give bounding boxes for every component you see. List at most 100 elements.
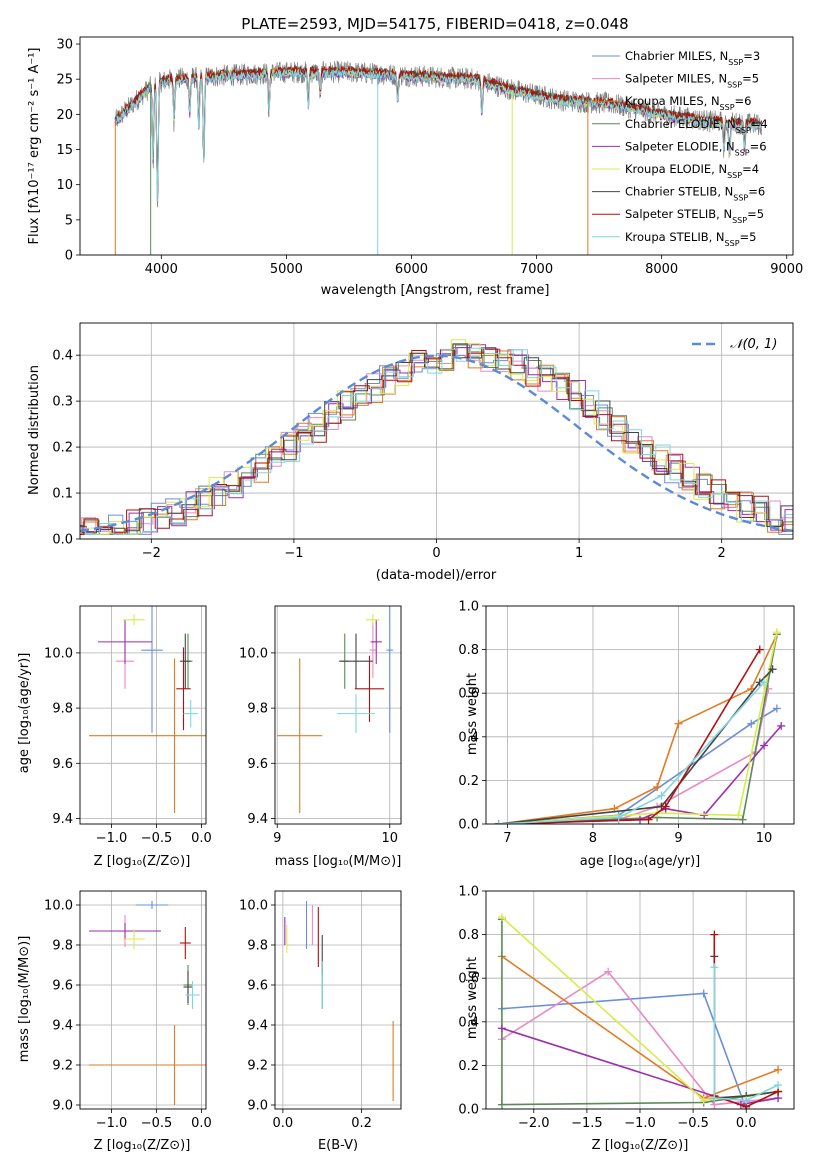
- weight-line: [498, 707, 778, 824]
- age-vs-Z-ytick-label: 9.8: [52, 702, 73, 717]
- legend-count: =4: [751, 117, 768, 131]
- weight-vs-Z-xtick-label: −2.0: [518, 1116, 550, 1131]
- legend-label: Kroupa STELIB, NSSP=5: [625, 230, 756, 248]
- residual-xtick-label: 2: [718, 546, 726, 561]
- legend-label: Salpeter ELODIE, NSSP=6: [625, 139, 767, 157]
- residual-xtick-label: 1: [575, 546, 583, 561]
- mass-vs-Z-ytick-label: 10.0: [44, 899, 73, 914]
- spectrum-panel: 4000 5000 6000 7000 8000 9000 0 5 10 15 20 25 30 Chab…: [56, 36, 803, 277]
- model-line: [115, 65, 762, 202]
- age-vs-Z-xlabel: Z [log₁₀(Z/Z⊙)]: [94, 854, 191, 869]
- legend-subscript: SSP: [727, 171, 742, 180]
- weight-vs-age-ylabel: mass weight: [465, 673, 480, 755]
- residual-frame: [79, 322, 794, 540]
- mass-vs-Z-frame: [79, 890, 207, 1110]
- mass-vs-Z-ytick-label: 9.6: [52, 979, 73, 994]
- model-line: [115, 68, 763, 199]
- legend-count: =4: [742, 162, 759, 176]
- age-vs-mass-points: [277, 606, 394, 813]
- histogram-series: [80, 344, 793, 535]
- weight-line: [713, 967, 779, 1102]
- residual-ytick-label: 0.1: [52, 487, 73, 502]
- residual-ytick-label: 0.2: [52, 441, 73, 456]
- age-vs-Z-ytick-label: 9.6: [52, 757, 73, 772]
- histogram-series: [80, 348, 793, 535]
- weight-vs-age-ytick-label: 1.0: [458, 600, 479, 615]
- residual-xtick-label: 0: [432, 546, 440, 561]
- weight-vs-Z-ytick-label: 0.2: [458, 1059, 479, 1074]
- spectrum-title: PLATE=2593, MJD=54175, FIBERID=0418, z=0…: [241, 15, 628, 33]
- legend-count: =5: [740, 230, 757, 244]
- weight-vs-Z-ytick-label: 0.8: [458, 928, 479, 943]
- weight-vs-Z-xtick-label: 0.0: [736, 1116, 757, 1131]
- mass-vs-Z-ytick-label: 9.0: [52, 1099, 73, 1114]
- weight-vs-age-ytick-label: 0.0: [458, 818, 479, 833]
- mass-vs-Z-xtick-label: 0.0: [191, 1116, 212, 1131]
- weight-line: [498, 634, 778, 824]
- weight-vs-Z-frame: [485, 890, 795, 1110]
- legend-label: Salpeter MILES, NSSP=5: [625, 72, 759, 90]
- spectrum-xtick-label: 9000: [770, 262, 803, 277]
- weight-line: [498, 632, 778, 824]
- mass-vs-EBV-ytick-label: 9.0: [247, 1099, 268, 1114]
- weight-vs-Z-xlabel: Z [log₁₀(Z/Z⊙)]: [592, 1138, 689, 1153]
- mass-vs-EBV-points: [284, 901, 394, 1101]
- spectrum-xtick-label: 8000: [645, 262, 678, 277]
- weight-vs-Z-ytick-label: 0.0: [458, 1103, 479, 1118]
- age-vs-Z-panel: −1.0 −0.5 0.0 9.4 9.6 9.8 10.0: [44, 605, 212, 846]
- mass-vs-EBV-xlabel: E(B-V): [318, 1138, 358, 1153]
- model-line: [115, 68, 762, 202]
- residual-ytick-label: 0.3: [52, 395, 73, 410]
- weight-line: [498, 633, 778, 824]
- residual-panel: −2 −1 0 1 2 0.0 0.1 0.2 0.3 0.4 𝒩(0, 1): [52, 322, 794, 561]
- weight-vs-age-ytick-label: 0.2: [458, 774, 479, 789]
- age-vs-Z-ytick-label: 10.0: [44, 646, 73, 661]
- weight-vs-age-xtick-label: 10: [756, 831, 773, 846]
- model-line: [115, 67, 763, 199]
- age-vs-Z-xtick-label: −1.0: [96, 831, 128, 846]
- legend-count: =6: [735, 94, 752, 108]
- weight-vs-Z-xtick-label: −0.5: [677, 1116, 709, 1131]
- mass-vs-EBV-ytick-label: 9.8: [247, 939, 268, 954]
- age-vs-Z-xtick-label: −0.5: [141, 831, 173, 846]
- mass-vs-EBV-ytick-label: 9.4: [247, 1019, 268, 1034]
- age-vs-Z-points: [89, 606, 206, 813]
- legend-label: Chabrier MILES, NSSP=3: [625, 49, 760, 67]
- mass-vs-Z-ylabel: mass [log₁₀(M/M⊙)]: [17, 936, 32, 1063]
- weight-vs-age-xtick-label: 9: [674, 831, 682, 846]
- legend-subscript: SSP: [736, 125, 751, 134]
- mass-vs-Z-xtick-label: −1.0: [96, 1116, 128, 1131]
- spectrum-ytick-label: 15: [56, 143, 73, 158]
- weight-vs-Z-xtick-label: −1.5: [571, 1116, 603, 1131]
- age-vs-mass-ytick-label: 9.6: [247, 757, 268, 772]
- weight-vs-Z-ytick-label: 0.4: [458, 1015, 479, 1030]
- legend-subscript: SSP: [733, 193, 748, 202]
- age-vs-mass-xtick-label: 9: [273, 831, 281, 846]
- legend-count: =6: [748, 185, 765, 199]
- legend-label: 𝒩(0, 1): [730, 337, 777, 352]
- mass-vs-EBV-ytick-label: 10.0: [239, 899, 268, 914]
- legend-count: =5: [747, 207, 764, 221]
- age-vs-Z-ytick-label: 9.4: [52, 812, 73, 827]
- spectrum-frame: [79, 36, 794, 256]
- mass-vs-EBV-ytick-label: 9.6: [247, 979, 268, 994]
- weight-vs-age-ytick-label: 0.4: [458, 730, 479, 745]
- legend-subscript: SSP: [727, 80, 742, 89]
- weight-line: [498, 668, 774, 824]
- weight-vs-age-ytick-label: 0.6: [458, 687, 479, 702]
- weight-vs-age-xlabel: age [log₁₀(age/yr)]: [580, 854, 701, 869]
- weight-line: [498, 688, 770, 824]
- legend-count: =3: [743, 49, 760, 63]
- legend-count: =6: [750, 139, 767, 153]
- weight-vs-Z-ylabel: mass weight: [465, 957, 480, 1039]
- weight-vs-age-xtick-label: 7: [503, 831, 511, 846]
- age-vs-mass-xtick-label: 10: [381, 831, 398, 846]
- residual-xtick-label: −2: [142, 546, 161, 561]
- spectrum-ylabel: Flux [fλ10⁻¹⁷ erg cm⁻² s⁻¹ A⁻¹]: [27, 48, 42, 245]
- spectrum-xtick-label: 7000: [520, 262, 553, 277]
- residual-ylabel: Normed distribution: [27, 365, 42, 495]
- legend-label: Chabrier STELIB, NSSP=6: [625, 185, 765, 203]
- spectrum-ytick-label: 30: [56, 38, 73, 53]
- spectrum-lines: [114, 60, 763, 255]
